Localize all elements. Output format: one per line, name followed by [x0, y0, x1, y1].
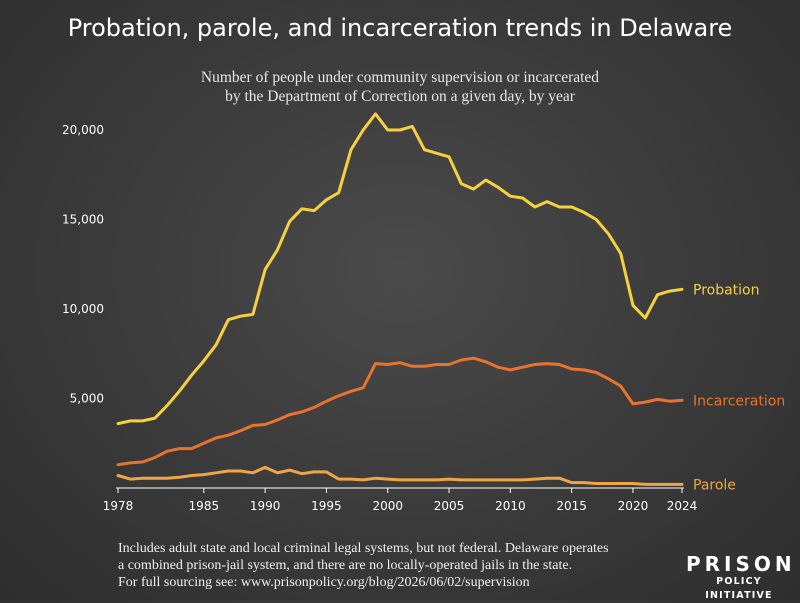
x-axis-ticks: 1978 1985 1990 1995 2000 2005 2010 2015 2020 2024 — [103, 488, 698, 513]
x-tick-label: 2005 — [434, 499, 465, 513]
subtitle-line-1: Number of people under community supervi… — [200, 69, 600, 86]
series-lines — [116, 112, 684, 486]
series-line-incarceration — [116, 356, 684, 467]
x-tick-label: 1990 — [250, 499, 281, 513]
subtitle-line-2: by the Department of Correction on a giv… — [225, 88, 575, 105]
y-tick-label: 5,000 — [70, 392, 104, 406]
chart-subtitle: Number of people under community supervi… — [150, 68, 650, 106]
series-label-parole: Parole — [693, 477, 736, 493]
y-tick-label: 10,000 — [62, 302, 104, 316]
footnote: Includes adult state and local criminal … — [118, 540, 638, 591]
series-label-probation: Probation — [693, 282, 760, 298]
x-tick-label: 2024 — [667, 499, 698, 513]
x-tick-label: 2000 — [372, 499, 403, 513]
x-tick-label: 2015 — [556, 499, 587, 513]
series-line-parole — [116, 465, 684, 486]
logo-line-2: POLICY INITIATIVE — [705, 576, 773, 601]
series-label-incarceration: Incarceration — [693, 393, 785, 409]
footnote-line-1: Includes adult state and local criminal … — [118, 541, 609, 556]
x-tick-label: 1985 — [189, 499, 220, 513]
footnote-line-2: a combined prison-jail system, and there… — [118, 558, 573, 573]
series-line-probation — [116, 112, 684, 426]
x-tick-label: 2020 — [618, 499, 649, 513]
logo-line-1: PRISON — [686, 552, 796, 576]
series-labels: Probation Incarceration Parole — [693, 282, 785, 493]
prison-policy-initiative-logo: PRISON POLICY INITIATIVE — [686, 553, 792, 603]
x-tick-label: 1978 — [103, 499, 134, 513]
y-axis-ticks: 5,000 10,000 15,000 20,000 — [62, 123, 104, 406]
chart-title: Probation, parole, and incarceration tre… — [67, 14, 733, 42]
y-tick-label: 20,000 — [62, 123, 104, 137]
x-tick-label: 2010 — [495, 499, 526, 513]
y-tick-label: 15,000 — [62, 213, 104, 227]
footnote-line-3: For full sourcing see: www.prisonpolicy.… — [118, 575, 530, 590]
x-tick-label: 1995 — [311, 499, 342, 513]
